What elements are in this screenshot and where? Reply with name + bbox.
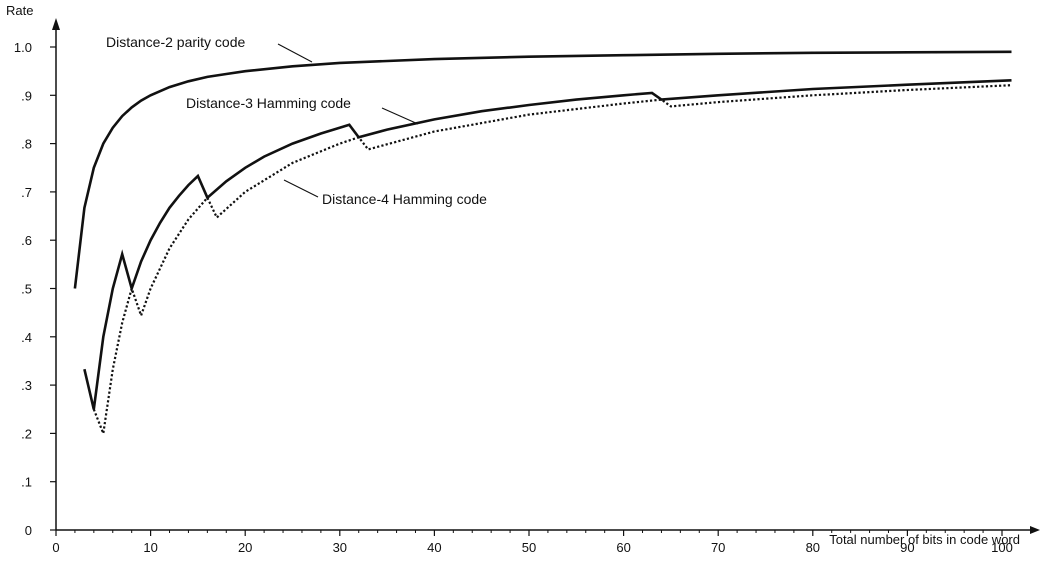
y-axis-arrow-icon xyxy=(52,18,60,30)
y-tick-label: 0 xyxy=(25,523,32,538)
label-distance-2-leader xyxy=(277,43,313,63)
y-axis-title: Rate xyxy=(6,3,33,18)
x-tick-label: 70 xyxy=(711,540,725,555)
label-distance-4-leader xyxy=(283,179,319,198)
y-tick-label: .7 xyxy=(21,185,32,200)
x-tick-label: 90 xyxy=(900,540,914,555)
y-tick-label: .6 xyxy=(21,233,32,248)
label-distance-4: Distance-4 Hamming code xyxy=(322,191,487,207)
label-distance-3-leader xyxy=(381,107,419,125)
x-tick-label: 50 xyxy=(522,540,536,555)
x-tick-label: 30 xyxy=(333,540,347,555)
x-tick-label: 10 xyxy=(143,540,157,555)
y-tick-label: .9 xyxy=(21,88,32,103)
x-tick-label: 60 xyxy=(616,540,630,555)
y-tick-label: .8 xyxy=(21,137,32,152)
x-tick-label: 100 xyxy=(991,540,1013,555)
distance-2-parity-line xyxy=(73,50,1012,289)
distance-4-hamming-line xyxy=(92,84,1012,438)
axes: 0 10 20 30 40 50 60 70 80 90 100 0 .1 .2 .3 .4 .5 .6 .7 .8.… xyxy=(14,18,1040,555)
x-axis-title: Total number of bits in code word xyxy=(829,532,1020,547)
x-tick-label: 20 xyxy=(238,540,252,555)
y-tick-label: 1.0 xyxy=(14,40,32,55)
y-tick-label: .2 xyxy=(21,426,32,441)
y-tick-label: .3 xyxy=(21,378,32,393)
x-axis-arrow-icon xyxy=(1030,526,1040,534)
series-lines xyxy=(73,50,1012,438)
label-distance-2: Distance-2 parity code xyxy=(106,34,246,50)
y-tick-label: .4 xyxy=(21,330,32,345)
x-tick-label: 40 xyxy=(427,540,441,555)
x-tick-label: 80 xyxy=(806,540,820,555)
y-tick-label: .1 xyxy=(21,475,32,490)
x-tick-label: 0 xyxy=(52,540,59,555)
series-labels: Distance-2 parity code Distance-3 Hamming… xyxy=(106,34,487,207)
y-tick-label: .5 xyxy=(21,282,32,297)
label-distance-3: Distance-3 Hamming code xyxy=(186,95,351,111)
distance-3-hamming-line xyxy=(83,79,1012,410)
